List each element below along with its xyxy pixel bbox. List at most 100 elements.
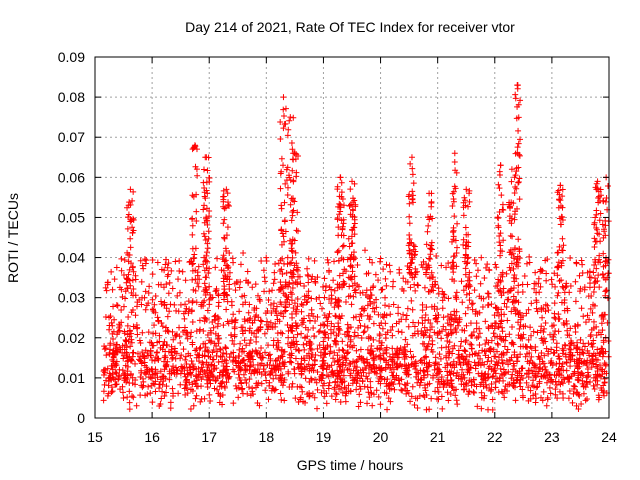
data-point <box>599 327 606 334</box>
data-point <box>257 298 264 305</box>
data-point <box>202 315 209 322</box>
data-point <box>431 329 438 336</box>
data-point <box>525 397 532 404</box>
data-point <box>211 366 218 373</box>
data-point <box>205 373 212 380</box>
data-point <box>203 205 210 212</box>
data-point <box>472 310 479 317</box>
data-point <box>314 274 321 281</box>
data-point <box>293 310 300 317</box>
data-point <box>175 308 182 315</box>
data-point <box>574 376 581 383</box>
data-point <box>130 394 137 401</box>
data-point <box>128 339 135 346</box>
data-point <box>551 270 558 277</box>
data-point <box>444 320 451 327</box>
data-point <box>436 361 443 368</box>
data-point <box>189 245 196 252</box>
data-point <box>454 244 461 251</box>
data-point <box>203 154 210 161</box>
data-point <box>580 372 587 379</box>
data-point <box>110 328 117 335</box>
data-point <box>364 302 371 309</box>
data-point <box>514 374 521 381</box>
data-point <box>149 256 156 263</box>
data-point <box>325 259 332 266</box>
data-point <box>462 271 469 278</box>
data-point <box>435 290 442 297</box>
data-point <box>272 358 279 365</box>
data-point <box>461 327 468 334</box>
data-point <box>428 239 435 246</box>
data-point <box>186 370 193 377</box>
data-point <box>482 341 489 348</box>
data-point <box>213 287 220 294</box>
data-point <box>272 261 279 268</box>
data-point <box>440 323 447 330</box>
data-point <box>223 247 230 254</box>
data-point <box>520 343 527 350</box>
data-point <box>288 247 295 254</box>
data-point <box>556 315 563 322</box>
data-point <box>567 325 574 332</box>
data-point <box>360 329 367 336</box>
data-point <box>183 384 190 391</box>
data-point <box>564 307 571 314</box>
data-point <box>462 310 469 317</box>
data-point <box>395 354 402 361</box>
data-point <box>121 346 128 353</box>
data-point <box>562 342 569 349</box>
data-point <box>187 406 194 413</box>
data-point <box>447 371 454 378</box>
data-point <box>530 377 537 384</box>
data-point <box>191 142 198 149</box>
data-point <box>158 301 165 308</box>
data-point <box>215 390 222 397</box>
data-point <box>371 308 378 315</box>
data-point <box>143 369 150 376</box>
data-point <box>599 353 606 360</box>
y-tick-label: 0.02 <box>58 330 85 346</box>
data-point <box>155 355 162 362</box>
data-point <box>602 361 609 368</box>
data-point <box>145 289 152 296</box>
data-point <box>299 301 306 308</box>
data-point <box>492 370 499 377</box>
data-point <box>151 381 158 388</box>
data-point <box>515 179 522 186</box>
data-point <box>489 373 496 380</box>
data-point <box>405 390 412 397</box>
data-point <box>150 330 157 337</box>
data-point <box>114 302 121 309</box>
data-point <box>162 261 169 268</box>
data-point <box>282 279 289 286</box>
data-point <box>201 353 208 360</box>
data-point <box>399 387 406 394</box>
data-point <box>375 277 382 284</box>
data-point <box>246 376 253 383</box>
data-point <box>331 304 338 311</box>
data-point <box>125 313 132 320</box>
data-point <box>537 266 544 273</box>
data-point <box>515 127 522 134</box>
data-point <box>460 386 467 393</box>
data-point <box>387 311 394 318</box>
data-point <box>477 280 484 287</box>
data-point <box>510 304 517 311</box>
data-point <box>322 331 329 338</box>
data-point <box>241 318 248 325</box>
data-point <box>247 363 254 370</box>
data-point <box>110 358 117 365</box>
data-point <box>366 256 373 263</box>
data-point <box>550 350 557 357</box>
data-point <box>364 400 371 407</box>
data-point <box>580 390 587 397</box>
data-point <box>289 285 296 292</box>
data-point <box>533 305 540 312</box>
data-point <box>551 310 558 317</box>
data-point <box>291 300 298 307</box>
data-point <box>151 322 158 329</box>
data-point <box>253 333 260 340</box>
data-point <box>567 356 574 363</box>
data-point <box>434 365 441 372</box>
